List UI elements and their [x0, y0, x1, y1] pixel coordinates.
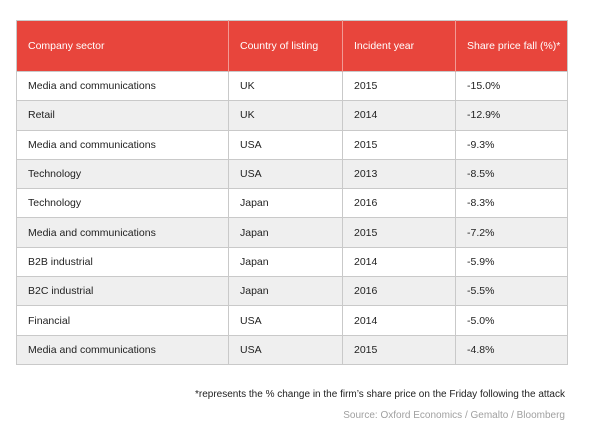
- cell-share-price-fall: -5.5%: [455, 276, 568, 306]
- cell-company-sector: B2C industrial: [16, 276, 229, 306]
- cell-share-price-fall: -5.0%: [455, 305, 568, 336]
- table-footnote: *represents the % change in the firm’s s…: [194, 389, 565, 400]
- source-credit: Source: Oxford Economics / Gemalto / Blo…: [343, 410, 565, 421]
- cell-incident-year: 2014: [342, 246, 456, 277]
- table-row: Media and communications USA 2015 -9.3%: [16, 129, 568, 160]
- cell-share-price-fall: -4.8%: [455, 334, 568, 365]
- table-row: Financial USA 2014 -5.0%: [16, 305, 568, 336]
- cell-company-sector: Financial: [16, 305, 229, 336]
- cell-company-sector: Media and communications: [16, 70, 229, 101]
- cell-share-price-fall: -8.3%: [455, 188, 568, 218]
- table-header: Company sector Country of listing Incide…: [16, 20, 568, 72]
- cell-share-price-fall: -7.2%: [455, 217, 568, 248]
- column-header-company-sector: Company sector: [16, 20, 229, 72]
- cell-incident-year: 2015: [342, 70, 456, 101]
- cell-company-sector: Technology: [16, 158, 229, 189]
- cell-incident-year: 2014: [342, 305, 456, 336]
- column-header-share-price-fall: Share price fall (%)*: [455, 20, 568, 72]
- cell-country-of-listing: USA: [228, 129, 343, 160]
- cell-share-price-fall: -5.9%: [455, 246, 568, 277]
- cell-incident-year: 2014: [342, 100, 456, 131]
- cell-incident-year: 2016: [342, 188, 456, 218]
- cell-country-of-listing: UK: [228, 100, 343, 131]
- table-row: Media and communications UK 2015 -15.0%: [16, 70, 568, 101]
- cell-incident-year: 2013: [342, 158, 456, 189]
- table-body: Media and communications UK 2015 -15.0% …: [16, 70, 568, 365]
- table-row: Technology Japan 2016 -8.3%: [16, 188, 568, 218]
- cell-country-of-listing: Japan: [228, 217, 343, 248]
- cell-share-price-fall: -8.5%: [455, 158, 568, 189]
- cell-incident-year: 2016: [342, 276, 456, 306]
- cell-share-price-fall: -9.3%: [455, 129, 568, 160]
- cell-company-sector: Media and communications: [16, 217, 229, 248]
- cell-company-sector: Media and communications: [16, 334, 229, 365]
- cell-company-sector: Retail: [16, 100, 229, 131]
- cell-share-price-fall: -15.0%: [455, 70, 568, 101]
- cell-country-of-listing: USA: [228, 305, 343, 336]
- cell-country-of-listing: Japan: [228, 246, 343, 277]
- cell-company-sector: B2B industrial: [16, 246, 229, 277]
- cell-company-sector: Media and communications: [16, 129, 229, 160]
- column-header-country-of-listing: Country of listing: [228, 20, 343, 72]
- cell-share-price-fall: -12.9%: [455, 100, 568, 131]
- table-row: Retail UK 2014 -12.9%: [16, 100, 568, 131]
- cell-country-of-listing: Japan: [228, 188, 343, 218]
- cell-country-of-listing: UK: [228, 70, 343, 101]
- cell-country-of-listing: USA: [228, 334, 343, 365]
- cell-company-sector: Technology: [16, 188, 229, 218]
- cell-incident-year: 2015: [342, 217, 456, 248]
- table-row: Technology USA 2013 -8.5%: [16, 158, 568, 189]
- table-row: Media and communications Japan 2015 -7.2…: [16, 217, 568, 248]
- cell-incident-year: 2015: [342, 334, 456, 365]
- table-row: B2B industrial Japan 2014 -5.9%: [16, 246, 568, 277]
- table-header-row: Company sector Country of listing Incide…: [16, 20, 568, 72]
- share-price-table-container: Company sector Country of listing Incide…: [16, 20, 568, 365]
- share-price-table: Company sector Country of listing Incide…: [16, 20, 568, 365]
- cell-country-of-listing: Japan: [228, 276, 343, 306]
- table-row: B2C industrial Japan 2016 -5.5%: [16, 276, 568, 306]
- column-header-incident-year: Incident year: [342, 20, 456, 72]
- cell-country-of-listing: USA: [228, 158, 343, 189]
- table-row: Media and communications USA 2015 -4.8%: [16, 334, 568, 365]
- cell-incident-year: 2015: [342, 129, 456, 160]
